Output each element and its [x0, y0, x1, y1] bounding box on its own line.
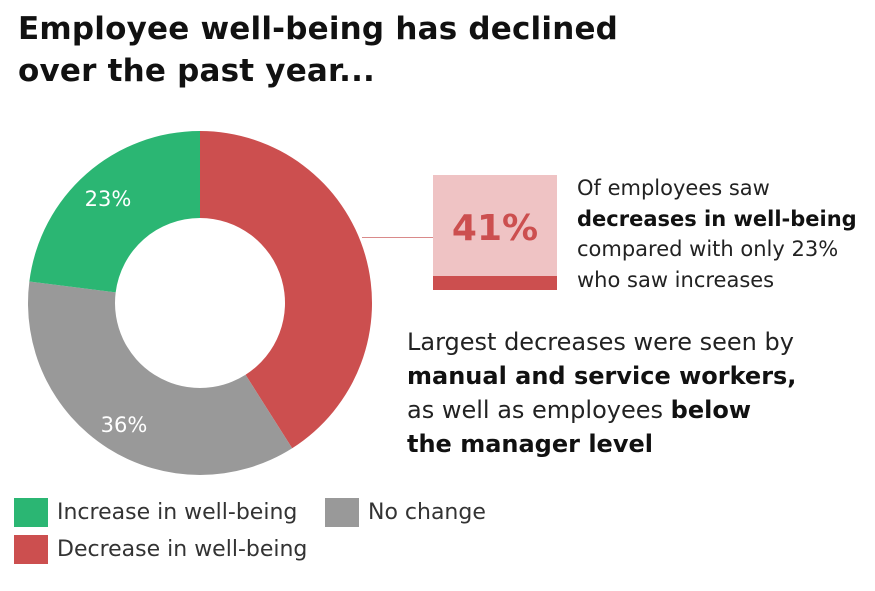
insight-note: Largest decreases were seen by manual an… [407, 325, 796, 461]
donut-slice-decrease-in-well-being [200, 131, 372, 449]
note-line-4: the manager level [407, 430, 653, 458]
callout-bar [433, 276, 557, 290]
title-line-1: Employee well-being has declined [18, 11, 619, 47]
note-line-3: as well as employees [407, 396, 671, 424]
legend-item-increase: Increase in well-being [14, 498, 297, 527]
callout-line-2: decreases in well-being [577, 206, 857, 231]
chart-title: Employee well-being has declined over th… [18, 8, 618, 92]
legend-swatch-no-change [325, 498, 359, 527]
note-line-1: Largest decreases were seen by [407, 328, 794, 356]
note-line-2: manual and service workers, [407, 362, 797, 390]
title-line-2: over the past year... [18, 53, 376, 89]
slice-label-increase-in-well-being: 23% [85, 187, 132, 211]
callout-line-4: who saw increases [577, 267, 775, 292]
donut-chart: 36% 23% [27, 131, 372, 475]
legend-label-no-change: No change [368, 500, 486, 525]
legend-label-decrease: Decrease in well-being [57, 537, 308, 562]
note-line-3-bold: below [670, 396, 751, 424]
slice-label-no-change: 36% [101, 413, 148, 437]
callout-line-3: compared with only 23% [577, 237, 839, 261]
callout-value: 41% [451, 208, 539, 249]
callout-connector [362, 237, 434, 238]
callout-line-1: Of employees saw [577, 176, 770, 200]
legend-item-no-change: No change [325, 498, 486, 527]
legend-swatch-increase [14, 498, 48, 527]
legend-swatch-decrease [14, 535, 48, 564]
donut-slice-no-change [27, 281, 293, 475]
legend-item-decrease: Decrease in well-being [14, 535, 307, 564]
legend-label-increase: Increase in well-being [57, 500, 298, 525]
donut-slice-increase-in-well-being [29, 131, 200, 293]
callout-box: 41% [433, 175, 557, 276]
callout-text: Of employees saw decreases in well-being… [577, 173, 857, 295]
